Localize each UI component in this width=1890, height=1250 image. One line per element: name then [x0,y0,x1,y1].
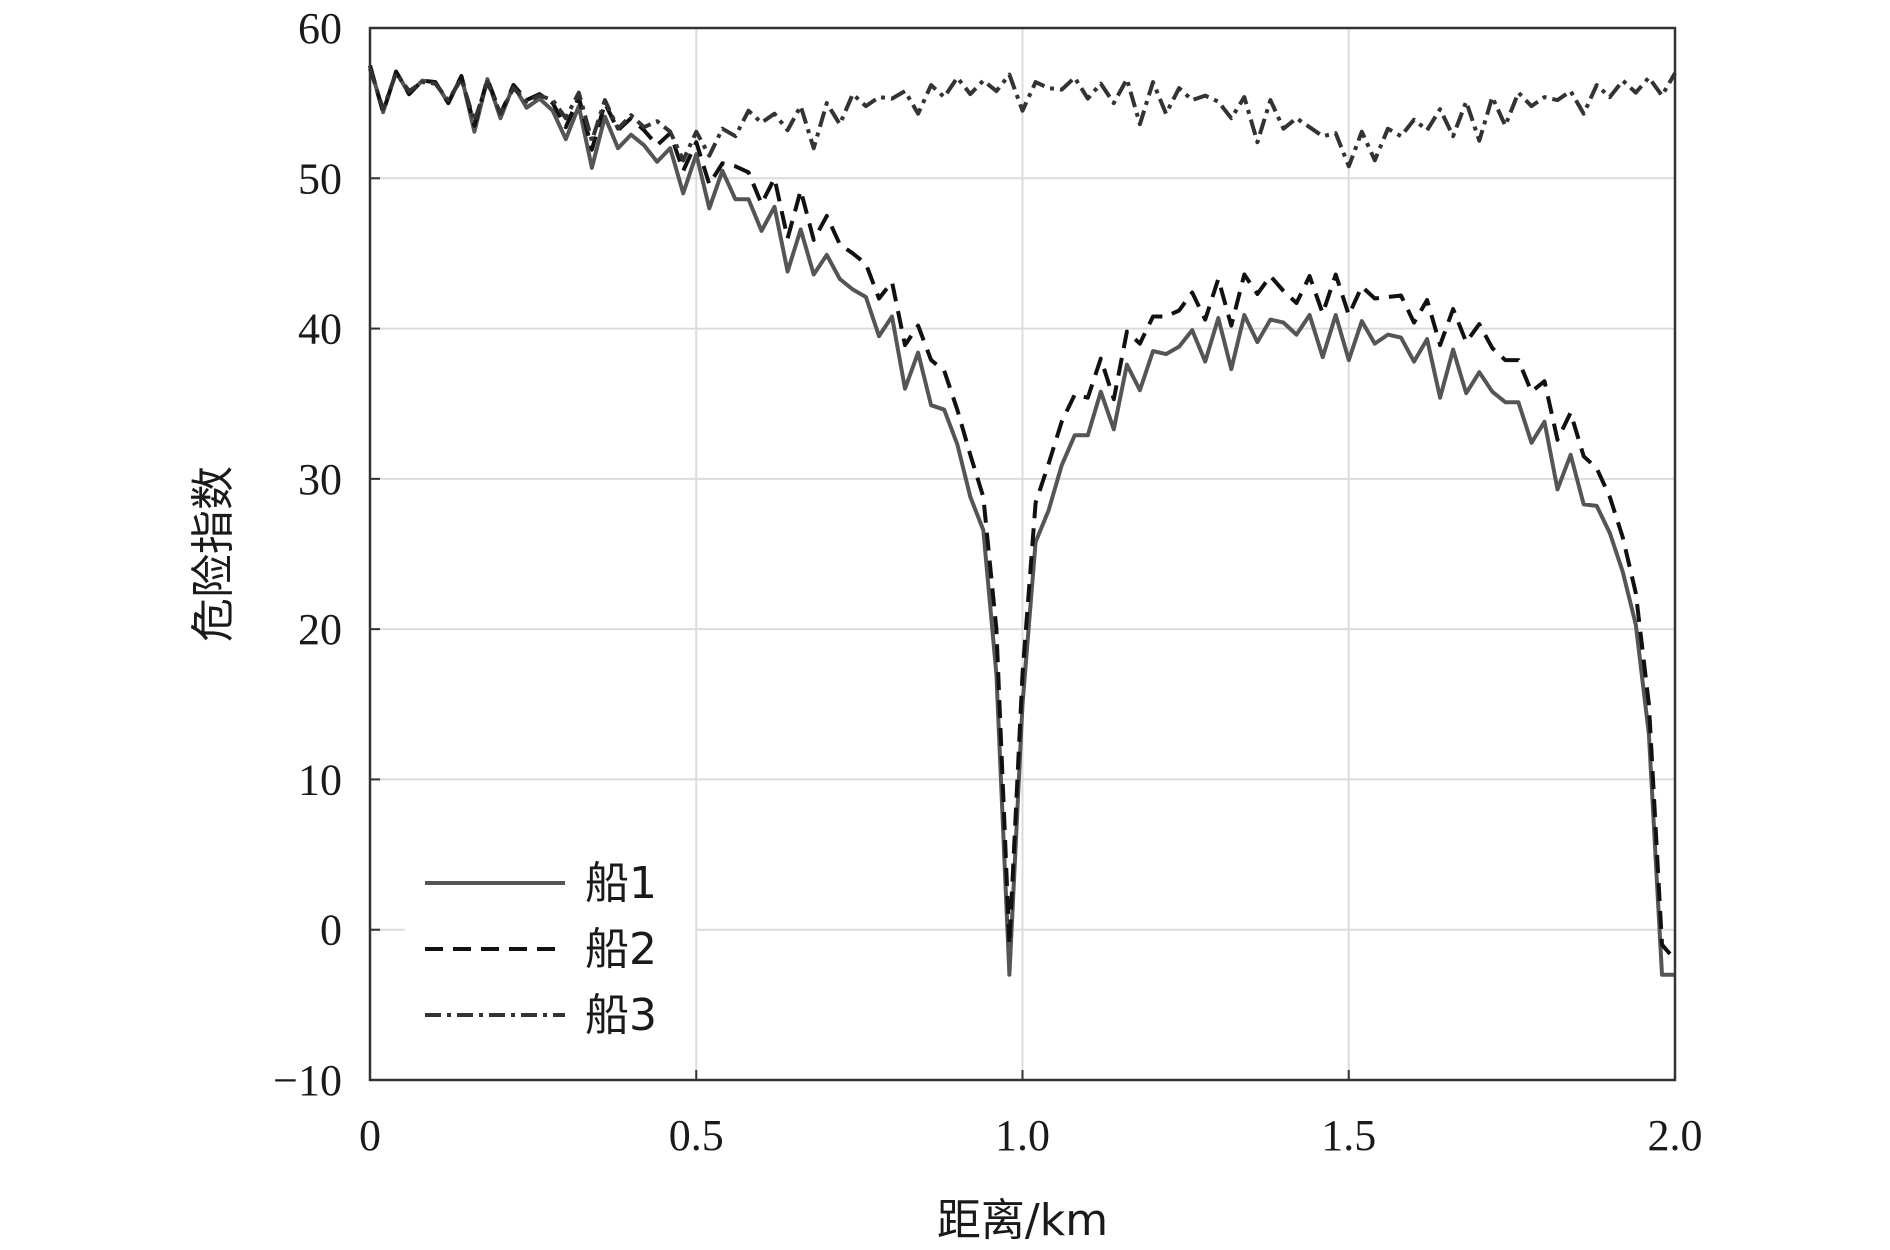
y-tick-label-1: 0 [320,906,342,955]
y-tick-label-7: 60 [298,4,342,53]
series-lines [368,65,1677,977]
series-line-2 [368,65,1677,962]
legend-label-1: 船1 [585,858,657,909]
x-tick-label-2: 1.0 [995,1111,1050,1160]
x-tick-label-3: 1.5 [1321,1111,1376,1160]
y-tick-label-0: −10 [273,1056,342,1105]
y-tick-label-6: 50 [298,154,342,203]
y-tick-label-4: 30 [298,455,342,504]
y-tick-label-3: 20 [298,605,342,654]
x-tick-label-1: 0.5 [669,1111,724,1160]
legend-label-3: 船3 [585,990,657,1041]
x-axis-label: 距离/km [937,1195,1108,1246]
legend: 船1 船2 船3 [405,845,695,1060]
series-line-3 [368,67,1677,169]
y-tick-label-5: 40 [298,305,342,354]
y-axis-label: 危险指数 [188,466,239,642]
legend-label-2: 船2 [585,924,657,975]
legend-background [405,845,695,1060]
x-tick-label-4: 2.0 [1648,1111,1703,1160]
x-tick-label-0: 0 [359,1111,381,1160]
axis-ticks: 0 0.5 1.0 1.5 2.0 −10 0 10 20 30 40 50 60 [273,4,1702,1160]
y-tick-label-2: 10 [298,755,342,804]
